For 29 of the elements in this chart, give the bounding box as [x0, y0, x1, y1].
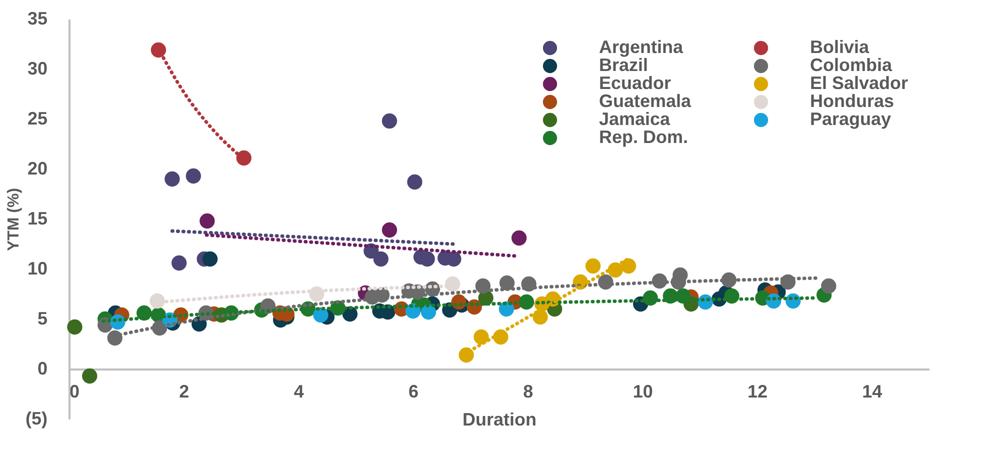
legend-label: Jamaica [599, 109, 672, 129]
legend-label: Argentina [599, 37, 684, 57]
y-tick-label: 20 [27, 158, 48, 178]
x-tick-label: 0 [70, 382, 80, 402]
x-axis-title: Duration [462, 410, 536, 430]
x-tick-label: 2 [179, 382, 190, 402]
legend-label: Ecuador [599, 73, 672, 93]
y-tick-label: 25 [27, 108, 48, 128]
legend-label: Colombia [810, 55, 893, 75]
x-tick-label: 4 [294, 382, 304, 402]
x-tick-label: 12 [747, 382, 768, 402]
x-tick-label: 14 [862, 382, 882, 402]
x-tick-label: 6 [408, 382, 419, 402]
y-axis-title: YTM (%) [6, 188, 22, 252]
x-tick-label: 10 [632, 382, 653, 402]
y-tick-label: 5 [37, 308, 48, 328]
y-tick-label: 10 [27, 258, 48, 278]
y-tick-label: 30 [27, 58, 48, 78]
legend-label: Honduras [810, 91, 894, 111]
x-tick-label: 8 [523, 382, 534, 402]
y-tick-label: 35 [27, 8, 48, 28]
legend-label: Rep. Dom. [599, 127, 688, 147]
y-tick-label: 15 [27, 208, 48, 228]
legend-label: Paraguay [810, 109, 892, 129]
y-tick-label: (5) [26, 408, 48, 428]
legend-label: El Salvador [810, 73, 908, 93]
legend-label: Bolivia [810, 37, 870, 57]
y-tick-label: 0 [37, 358, 48, 378]
legend-label: Guatemala [599, 91, 692, 111]
